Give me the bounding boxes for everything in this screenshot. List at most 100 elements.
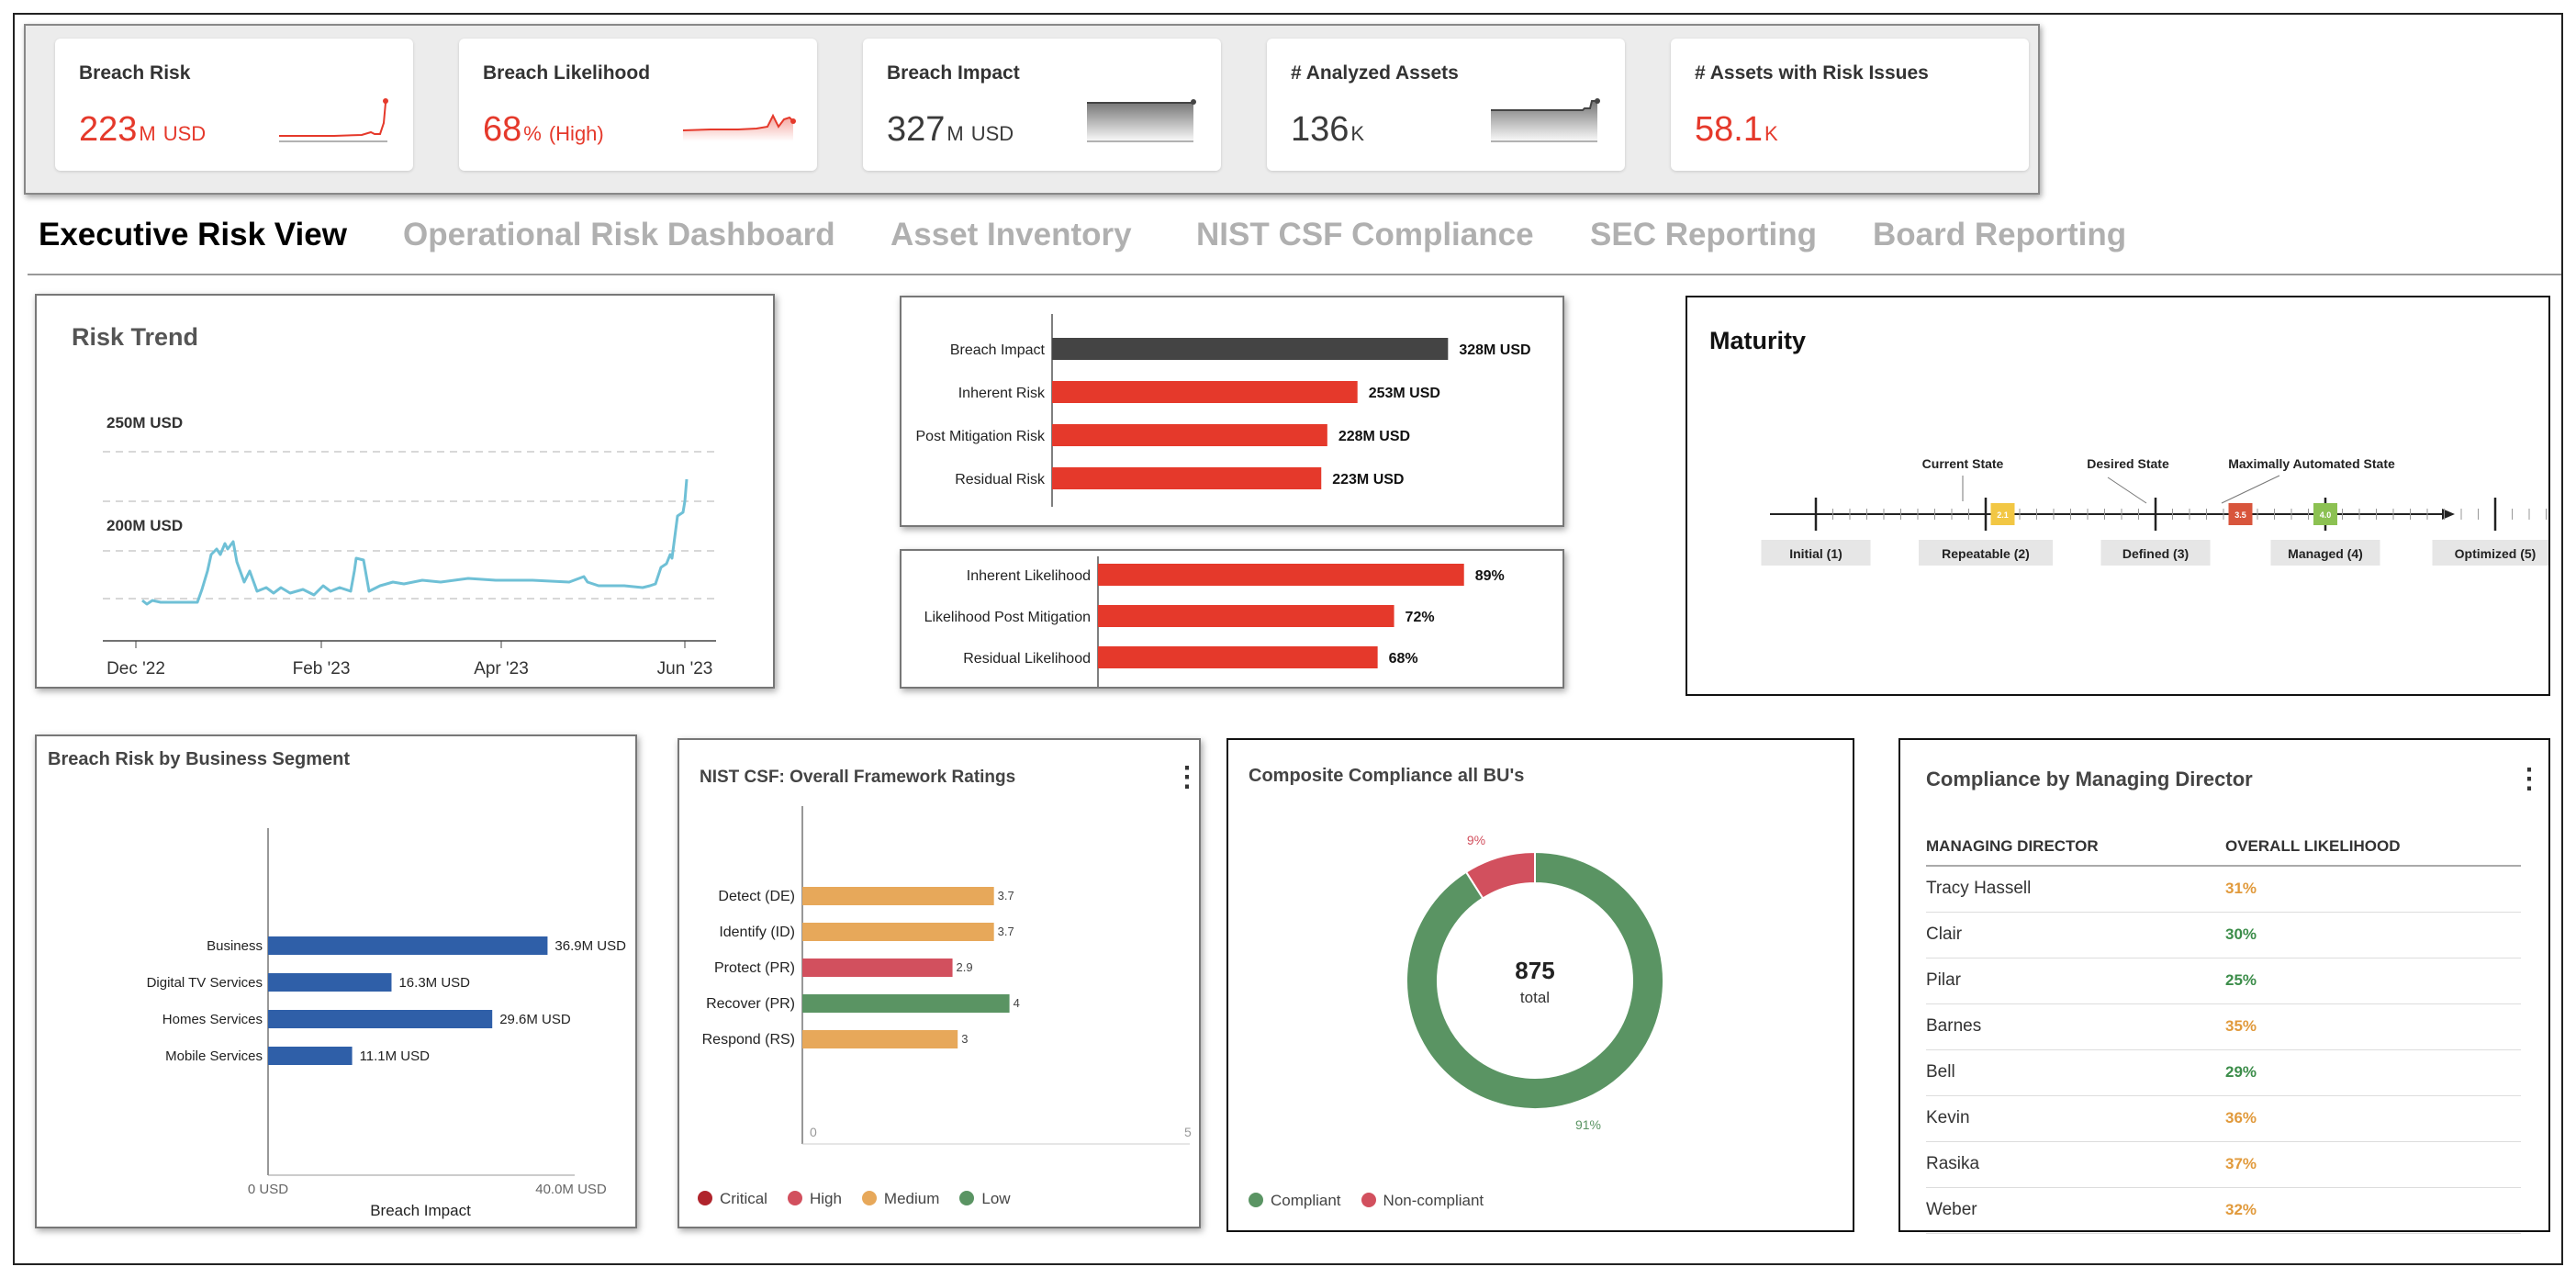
x-axis-label: Breach Impact — [370, 1202, 471, 1219]
kpi-value: 58.1K — [1695, 110, 1778, 149]
md-likelihood: 29% — [2225, 1049, 2521, 1096]
state-pointer — [2221, 475, 2280, 504]
md-name: Pilar — [1926, 958, 2225, 1004]
breach-impact-sparkline — [1087, 99, 1196, 142]
table-row[interactable]: Kevin 36% — [1926, 1095, 2521, 1142]
bar-category-label: Protect (PR) — [714, 960, 795, 976]
segment-title: Breach Risk by Business Segment — [48, 749, 351, 769]
md-more-menu-icon[interactable]: ⋮ — [2515, 764, 2543, 794]
table-row[interactable]: Weber 32% — [1926, 1187, 2521, 1234]
kpi-card-assets-with-risk[interactable]: # Assets with Risk Issues 58.1K — [1671, 39, 2029, 171]
bar — [1052, 338, 1449, 360]
tab-sec-reporting[interactable]: SEC Reporting — [1590, 217, 1817, 252]
md-header-name[interactable]: MANAGING DIRECTOR — [1926, 828, 2225, 867]
x-tick-label: 40.0M USD — [535, 1182, 607, 1197]
nist-title: NIST CSF: Overall Framework Ratings — [700, 768, 1016, 787]
bar-value-label: 29.6M USD — [499, 1012, 571, 1027]
md-likelihood: 30% — [2225, 912, 2521, 958]
impact-chart-panel: Breach Impact 328M USD Inherent Risk 253M U… — [900, 296, 1564, 527]
bar-value-label: 3 — [961, 1032, 968, 1046]
table-row[interactable]: Clair 30% — [1926, 912, 2521, 958]
md-likelihood: 35% — [2225, 1003, 2521, 1050]
level-label: Optimized (5) — [2455, 546, 2537, 561]
level-box — [2432, 540, 2548, 566]
legend-compliant[interactable]: Compliant — [1249, 1192, 1341, 1210]
table-row[interactable]: Barnes 35% — [1926, 1003, 2521, 1050]
state-label: Desired State — [2087, 456, 2169, 471]
state-marker — [2228, 503, 2253, 525]
slice-label: 9% — [1467, 833, 1485, 847]
bar-category-label: Inherent Likelihood — [967, 568, 1091, 584]
table-row[interactable]: Bell 29% — [1926, 1049, 2521, 1096]
breach-likelihood-sparkline — [683, 113, 796, 141]
kpi-card-breach-risk[interactable]: Breach Risk 223M USD — [55, 39, 413, 171]
bar-value-label: 3.7 — [998, 925, 1014, 938]
legend-low[interactable]: Low — [959, 1190, 1011, 1208]
bar — [268, 936, 548, 955]
bar-value-label: 223M USD — [1332, 472, 1404, 488]
bar — [802, 958, 953, 977]
bar-value-label: 36.9M USD — [554, 938, 626, 954]
state-marker-value: 4.0 — [2320, 510, 2332, 520]
kpi-title: Breach Impact — [887, 62, 1020, 84]
legend-high[interactable]: High — [787, 1190, 842, 1208]
table-row[interactable]: Tracy Hassell 31% — [1926, 866, 2521, 913]
kpi-value: 68% (High) — [483, 110, 604, 149]
md-name: Clair — [1926, 912, 2225, 958]
level-label: Repeatable (2) — [1942, 546, 2030, 561]
bar-category-label: Post Mitigation Risk — [916, 429, 1046, 444]
maturity-panel: Maturity Initial (1) Repeatable (2) Define… — [1686, 296, 2550, 696]
state-pointer — [2107, 476, 2147, 504]
segment-bar-chart: Business 36.9M USD Digital TV Services 16.3… — [147, 828, 626, 1219]
kpi-title: Breach Likelihood — [483, 62, 651, 84]
composite-title: Composite Compliance all BU's — [1249, 766, 1525, 786]
bar-category-label: Homes Services — [162, 1012, 263, 1027]
md-likelihood: 25% — [2225, 958, 2521, 1004]
legend-critical[interactable]: Critical — [698, 1190, 767, 1208]
tab-board-reporting[interactable]: Board Reporting — [1873, 217, 2127, 252]
bar — [268, 1010, 493, 1028]
nist-more-menu-icon[interactable]: ⋮ — [1173, 762, 1201, 792]
legend-medium[interactable]: Medium — [861, 1190, 939, 1208]
kpi-title: # Analyzed Assets — [1291, 62, 1459, 84]
x-tick-label: Apr '23 — [474, 659, 529, 678]
level-box — [2270, 540, 2380, 566]
kpi-card-breach-likelihood[interactable]: Breach Likelihood 68% (High) — [459, 39, 817, 171]
maturity-scale: Initial (1) Repeatable (2) Defined (3) Mana… — [1761, 456, 2548, 566]
state-label: Maximally Automated State — [2228, 456, 2395, 471]
md-name: Tracy Hassell — [1926, 866, 2225, 913]
tab-operational-risk-dashboard[interactable]: Operational Risk Dashboard — [403, 217, 835, 252]
level-label: Initial (1) — [1789, 546, 1842, 561]
kpi-strip: Breach Risk 223M USD Breach Likelihood 68… — [24, 24, 2040, 195]
md-likelihood: 32% — [2225, 1187, 2521, 1234]
table-row[interactable]: Pilar 25% — [1926, 958, 2521, 1004]
bar-category-label: Digital TV Services — [147, 975, 263, 991]
risk-trend-panel: Risk Trend 250M USD 200M USD Dec '22 Feb '2… — [35, 294, 775, 689]
x-tick-label: 0 — [810, 1125, 817, 1139]
tab-nist-csf-compliance[interactable]: NIST CSF Compliance — [1196, 217, 1534, 252]
md-table: MANAGING DIRECTOR OVERALL LIKELIHOOD Tra… — [1926, 828, 2521, 1234]
bar-value-label: 4 — [1014, 996, 1020, 1010]
table-row[interactable]: Rasika 37% — [1926, 1141, 2521, 1188]
bar — [268, 1047, 353, 1065]
bar-value-label: 72% — [1406, 610, 1435, 625]
level-label: Managed (4) — [2288, 546, 2363, 561]
scale-arrow — [2442, 509, 2455, 520]
bar-value-label: 16.3M USD — [398, 975, 470, 991]
bar — [1098, 605, 1394, 627]
impact-bar-chart: Breach Impact 328M USD Inherent Risk 253M U… — [916, 314, 1531, 507]
tab-asset-inventory[interactable]: Asset Inventory — [890, 217, 1132, 252]
md-likelihood: 31% — [2225, 866, 2521, 913]
tab-executive-risk-view[interactable]: Executive Risk View — [39, 217, 347, 252]
bar-category-label: Detect (DE) — [718, 889, 795, 904]
kpi-value: 136K — [1291, 110, 1365, 149]
state-label: Current State — [1922, 456, 2004, 471]
kpi-card-analyzed-assets[interactable]: # Analyzed Assets 136K — [1267, 39, 1625, 171]
legend-non-compliant[interactable]: Non-compliant — [1361, 1192, 1484, 1210]
composite-panel: Composite Compliance all BU's 875 total 9%… — [1226, 738, 1854, 1232]
md-header-likelihood[interactable]: OVERALL LIKELIHOOD — [2225, 828, 2521, 867]
level-box — [2100, 540, 2211, 566]
segment-panel: Breach Risk by Business Segment Business… — [35, 734, 637, 1228]
y-tick-label: 200M USD — [106, 517, 183, 534]
kpi-card-breach-impact[interactable]: Breach Impact 327M USD — [863, 39, 1221, 171]
